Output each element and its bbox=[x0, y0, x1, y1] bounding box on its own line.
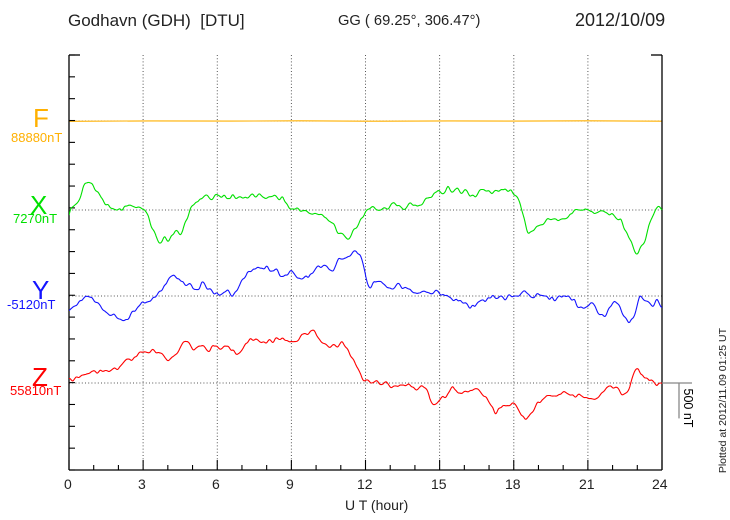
svg-text:500 nT: 500 nT bbox=[681, 389, 695, 428]
